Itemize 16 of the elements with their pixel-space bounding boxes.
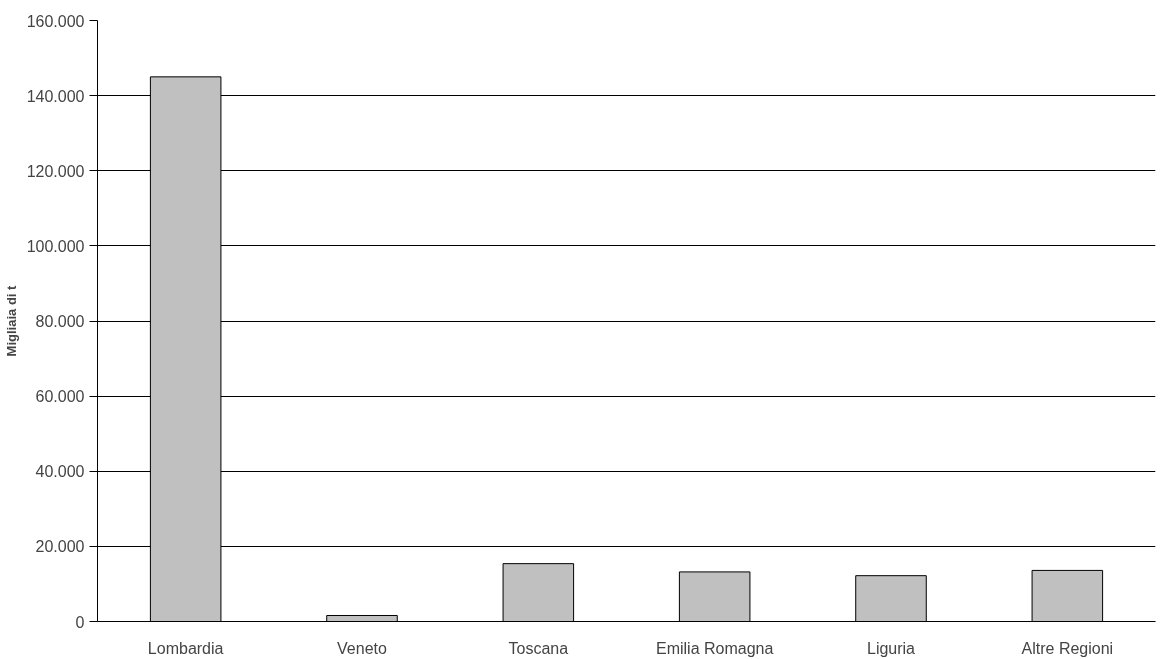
y-tick-label: 120.000 [26,162,85,180]
x-tick-label: Altre Regioni [1021,639,1114,657]
y-tick-label: 0 [75,613,85,631]
x-tick-label: Lombardia [147,639,224,657]
y-tick-label: 140.000 [26,87,85,105]
x-tick-label: Liguria [866,639,916,657]
y-tick-label: 40.000 [35,463,85,481]
x-tick-label: Toscana [508,639,569,657]
y-tick-label: 160.000 [26,12,85,30]
y-tick-label: 100.000 [26,237,85,255]
y-tick-label: 20.000 [35,538,85,556]
x-tick-label: Emilia Romagna [655,639,774,657]
y-tick-label: 60.000 [35,388,85,406]
y-tick-label: 80.000 [35,313,85,330]
x-tick-label: Veneto [337,639,388,657]
y-axis-title: Migliaia di t [3,284,19,357]
